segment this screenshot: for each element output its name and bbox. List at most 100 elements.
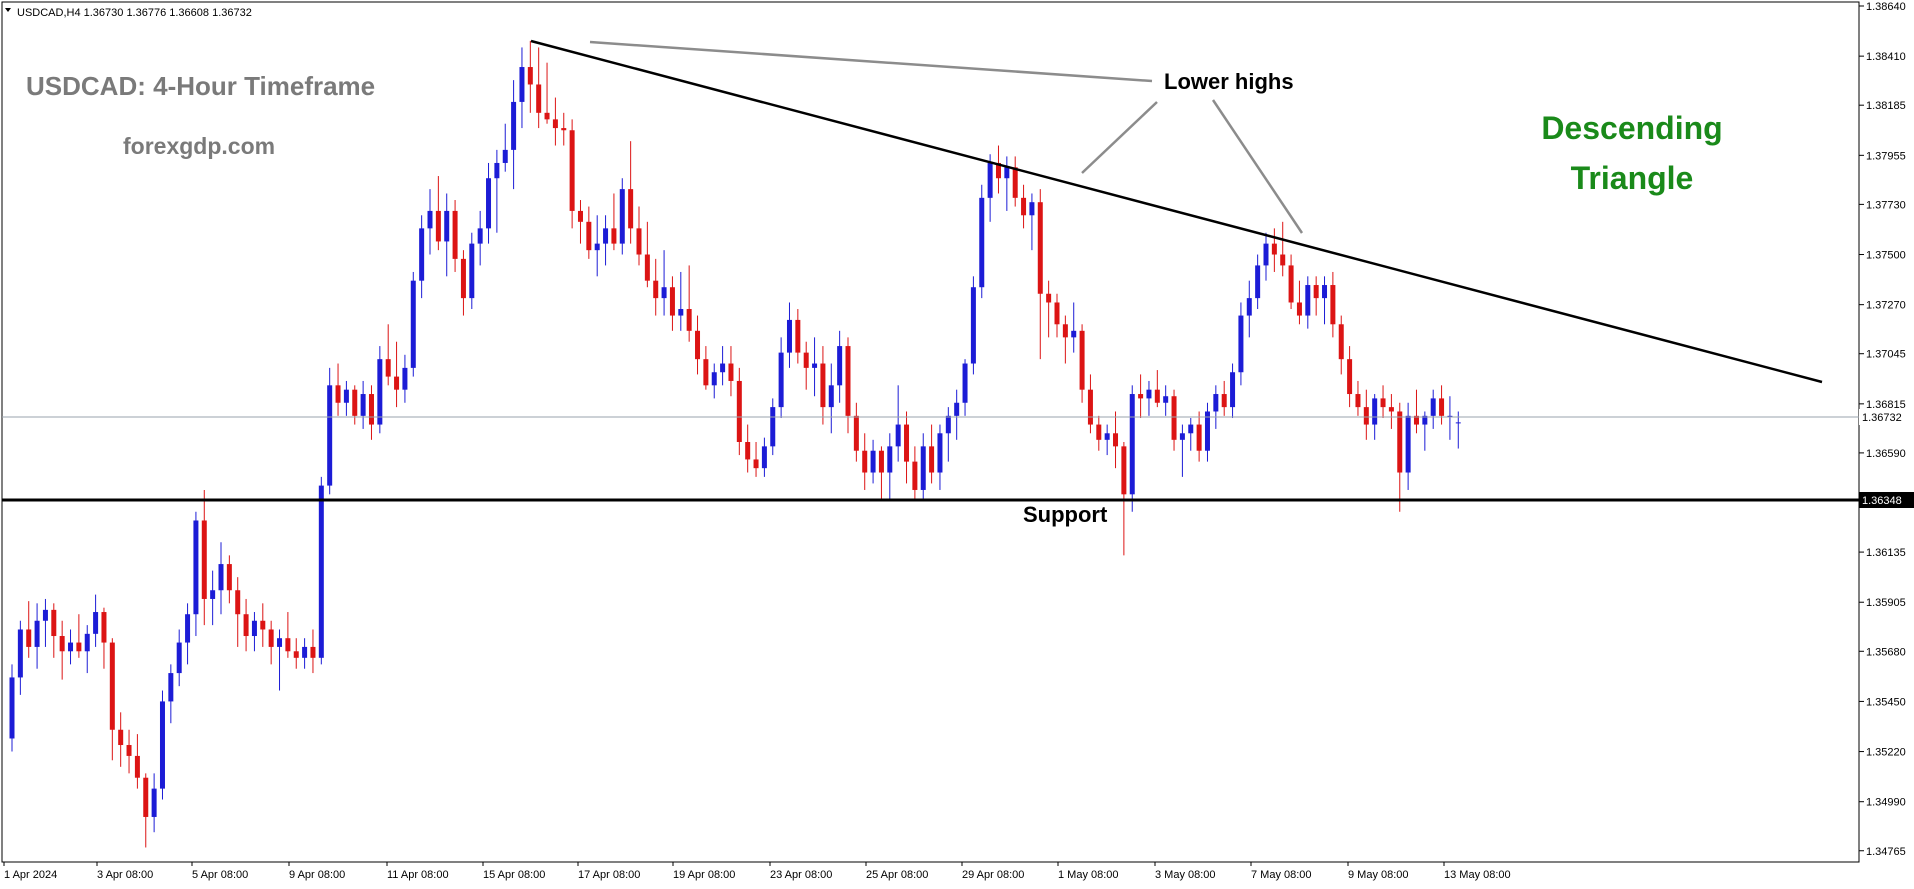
candle [159,690,165,800]
candle [93,594,99,647]
support-price-label-box [1859,492,1914,508]
candle-body [176,642,182,674]
x-tick-label: 17 Apr 08:00 [578,869,640,881]
collapse-triangle-icon[interactable] [5,8,11,12]
candle-body [1413,415,1419,425]
candle [335,363,341,416]
x-tick-label: 19 Apr 08:00 [673,869,735,881]
candle-body [619,189,625,244]
y-tick-label: 1.35680 [1866,646,1906,658]
current-price-label: 1.36732 [1862,412,1902,424]
candle-body [912,461,918,490]
candle [9,664,15,752]
candle-body [1188,424,1194,434]
candle [26,601,32,658]
candle-body [1388,407,1394,412]
candle-body [770,407,776,447]
candle-body [377,359,383,425]
candle [1271,228,1277,272]
x-tick-label: 5 Apr 08:00 [192,869,248,881]
candle-body [1221,394,1227,408]
candle-body [887,446,893,473]
candle [628,141,634,244]
candle [377,346,383,434]
candle [1388,394,1394,429]
candle-body [486,178,492,229]
candle-body [937,433,943,473]
candle [770,398,776,456]
candle-body [1271,243,1277,255]
candle-body [42,609,48,621]
candle-body [26,629,32,647]
candle [987,154,993,222]
y-tick-label: 1.34765 [1866,846,1906,858]
candle-body [720,363,726,373]
candle-body [1230,372,1236,408]
candle [1138,374,1144,419]
candle [1430,389,1436,429]
candle-body [435,210,441,242]
candle-body [519,67,525,102]
candle [118,712,124,767]
plot-frame [1,1,1860,863]
candle [1071,302,1077,353]
candle [1204,402,1210,462]
candle-body [1196,424,1202,451]
candle [527,40,533,113]
candle [703,346,709,390]
candle-body [1079,330,1085,390]
candle-body [1380,398,1386,408]
candle-body [812,363,818,368]
candle [962,359,968,416]
x-tick-label: 23 Apr 08:00 [770,869,832,881]
candle [937,424,943,490]
x-tick-label: 3 Apr 08:00 [97,869,153,881]
candle [803,341,809,390]
candle [812,337,818,397]
candle [1238,302,1244,386]
candle [176,629,182,687]
candle-body [1363,407,1369,425]
x-tick-label: 3 May 08:00 [1155,869,1216,881]
candle [1455,411,1461,449]
x-tick-label: 1 Apr 2024 [4,869,57,881]
y-tick-label: 1.37500 [1866,250,1906,262]
candle-body [159,701,165,789]
y-tick-label: 1.38640 [1866,1,1906,13]
candle-body [786,319,792,353]
lower-highs-label: Lower highs [1164,69,1294,94]
x-tick-label: 15 Apr 08:00 [483,869,545,881]
candle-body [185,614,191,643]
candle [544,62,550,124]
candle-body [878,450,884,473]
candle [1188,418,1194,451]
y-tick-label: 1.35450 [1866,696,1906,708]
candle-body [1397,411,1403,473]
candle [878,446,884,499]
candle [1413,389,1419,434]
candle [268,620,274,665]
candle [1380,385,1386,419]
candle-body [628,189,634,229]
candle-body [260,620,266,630]
candle [1280,221,1286,277]
x-axis: 1 Apr 2024 3 Apr 08:00 5 Apr 08:00 9 Apr 08… [3,862,1511,881]
candle-body [527,67,533,85]
candle-body [987,162,993,198]
candle [569,119,575,229]
candle [394,341,400,408]
candle-body [1087,389,1093,425]
candle [653,258,659,316]
candle-body [134,755,140,778]
candle [720,346,726,386]
candle [1439,385,1445,425]
candle [1054,293,1060,338]
candle [34,603,40,669]
candle [134,734,140,789]
candle [920,433,926,499]
candle [912,446,918,499]
candle [101,607,107,669]
candle-body [862,450,868,473]
candle [469,232,475,310]
candle-body [1455,422,1461,424]
